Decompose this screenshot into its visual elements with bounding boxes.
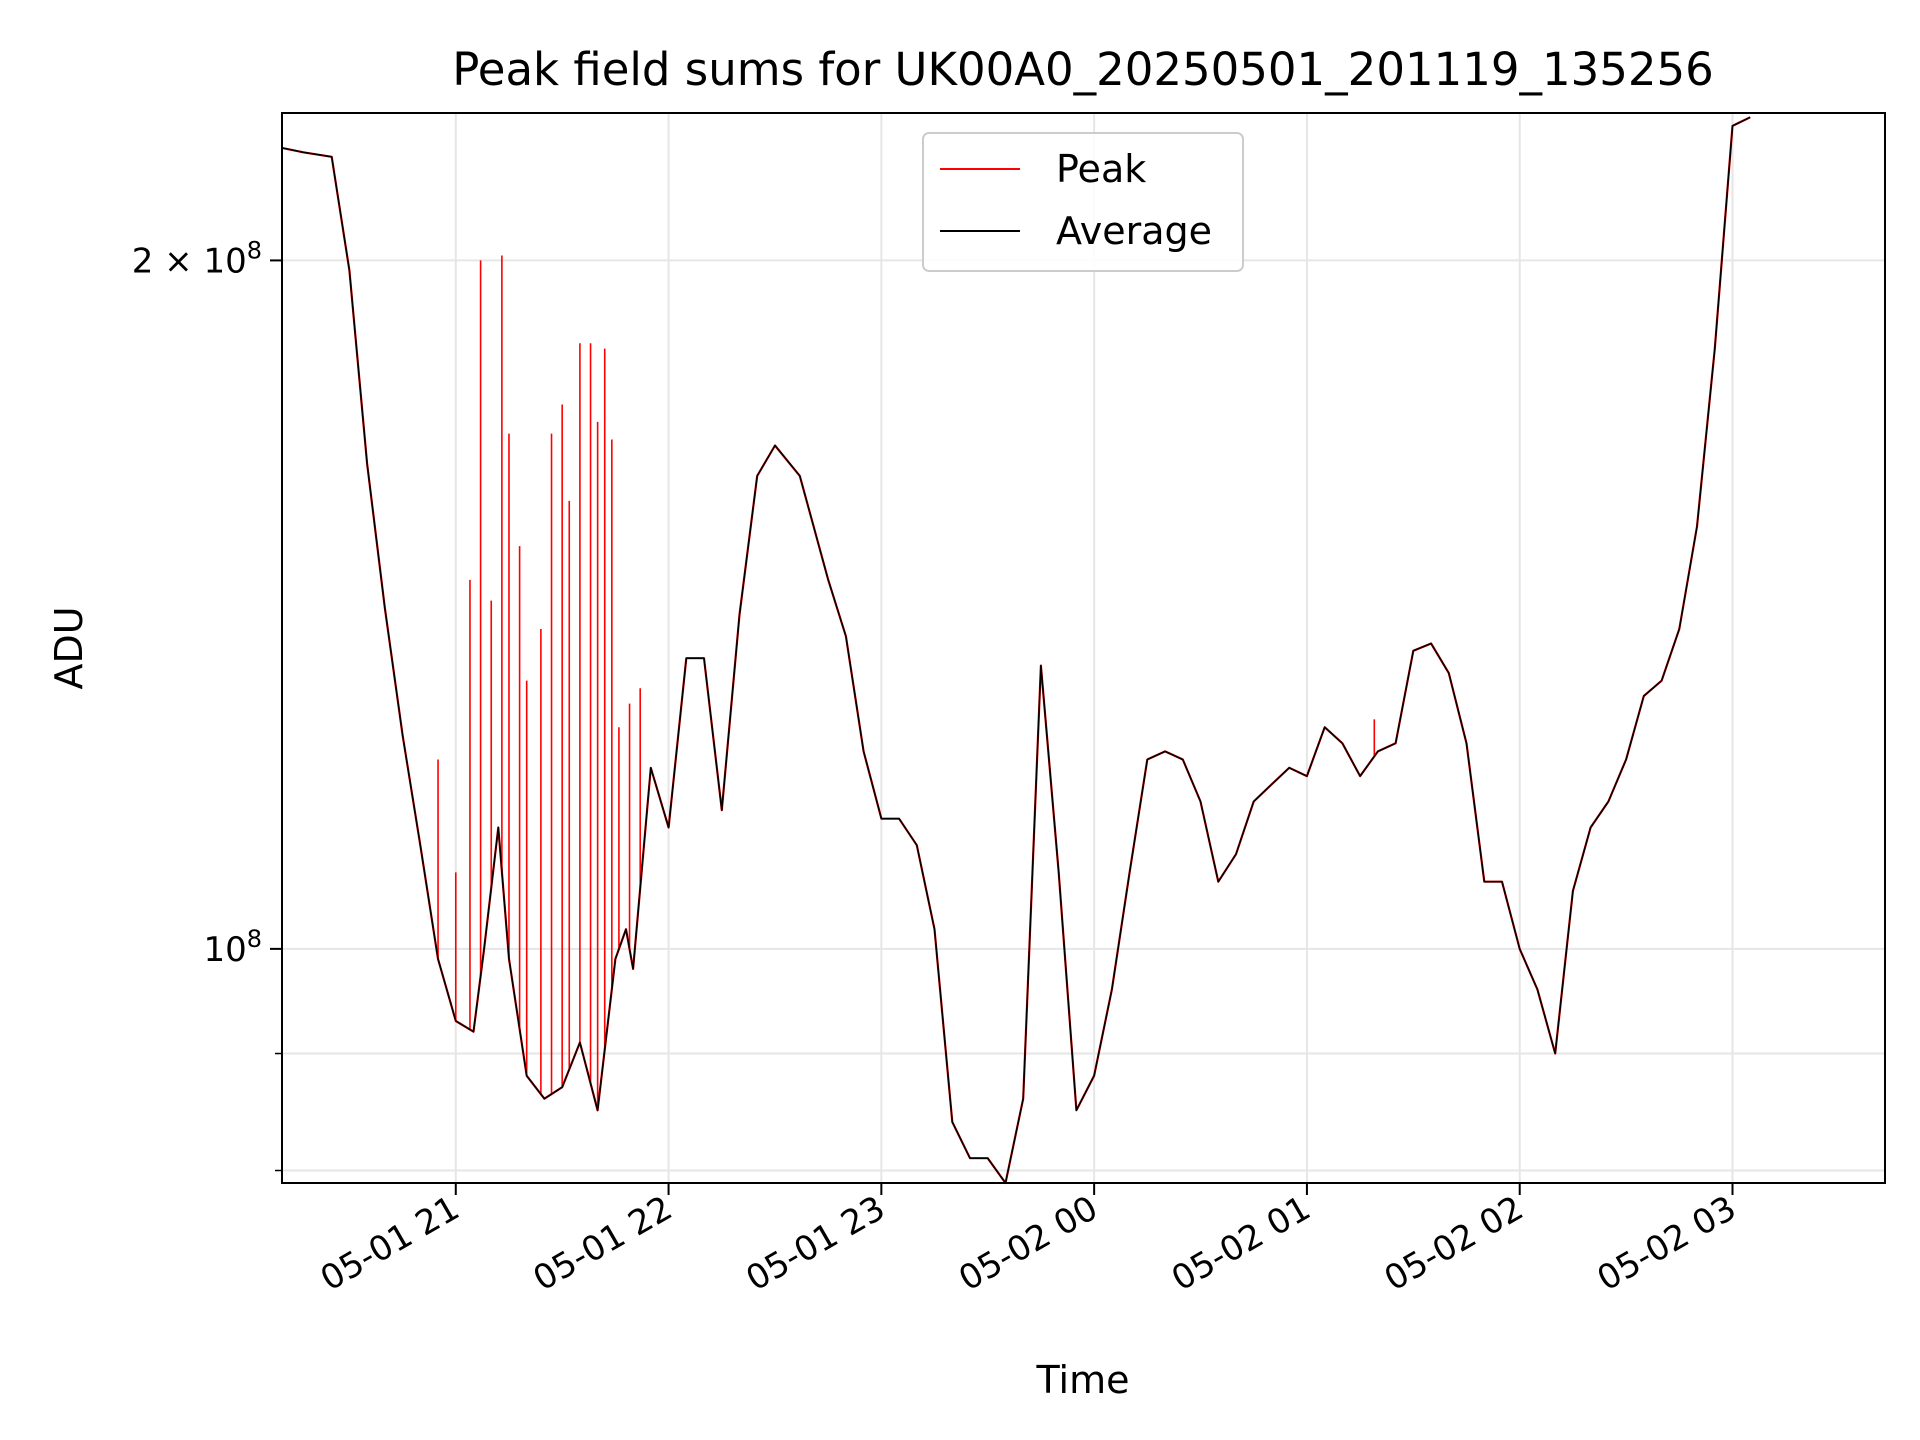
chart-title: Peak field sums for UK00A0_20250501_2011… <box>452 43 1714 96</box>
y-tick-label-base: 2 × 10 <box>132 241 247 281</box>
legend-box <box>922 132 1244 272</box>
x-axis-label: Time <box>1036 1358 1130 1402</box>
legend-peak-label: Peak <box>1056 147 1146 191</box>
y-tick-label: 2 × 108 <box>132 236 262 281</box>
y-axis-label: ADU <box>47 606 91 689</box>
plot-frame <box>281 112 1886 1184</box>
legend: Peak Average <box>922 132 1244 272</box>
legend-average-label: Average <box>1056 209 1212 253</box>
y-tick-label-exponent: 8 <box>247 236 262 264</box>
grid <box>282 113 1885 1183</box>
average-line <box>281 116 1751 1184</box>
y-tick-label-exponent: 8 <box>247 925 262 953</box>
y-tick-label: 108 <box>203 925 262 970</box>
y-tick-label-base: 10 <box>203 930 246 970</box>
series-average <box>281 116 1751 1184</box>
